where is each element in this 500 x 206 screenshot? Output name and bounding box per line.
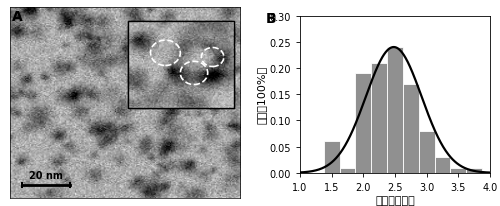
Text: B: B — [266, 12, 276, 26]
Bar — [371, 63, 387, 173]
Bar — [419, 131, 434, 173]
Y-axis label: 分布（100%）: 分布（100%） — [256, 66, 266, 124]
Bar — [356, 74, 371, 173]
Bar — [403, 84, 419, 173]
Bar — [466, 168, 482, 173]
Bar — [128, 22, 234, 108]
Text: A: A — [12, 10, 23, 24]
Text: 20 nm: 20 nm — [29, 170, 63, 180]
Bar — [434, 157, 450, 173]
Bar — [340, 168, 355, 173]
X-axis label: 直径（纳米）: 直径（纳米） — [375, 195, 415, 205]
Bar — [450, 168, 466, 173]
Bar — [387, 48, 403, 173]
Bar — [324, 142, 340, 173]
